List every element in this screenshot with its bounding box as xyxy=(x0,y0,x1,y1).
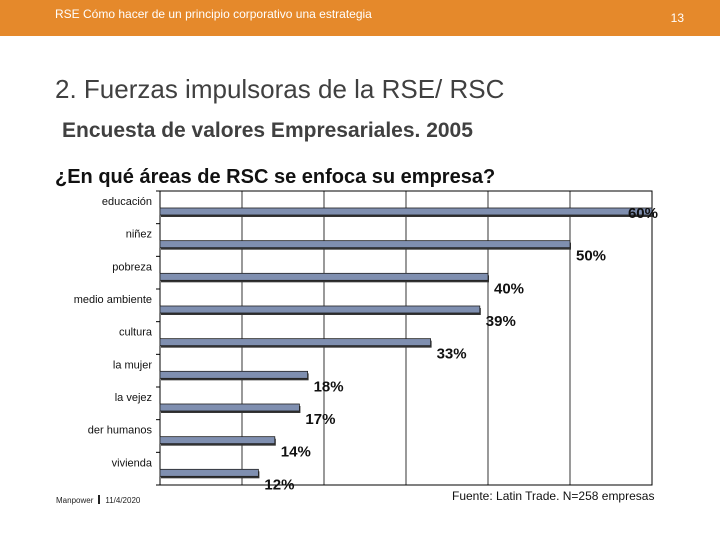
bar xyxy=(159,338,432,347)
data-label: 39% xyxy=(486,313,516,330)
data-label: 40% xyxy=(494,280,524,297)
category-label: la vejez xyxy=(115,392,152,404)
header-bar: RSE Cómo hacer de un principio corporati… xyxy=(0,0,720,36)
data-label: 50% xyxy=(576,248,606,265)
category-label: der humanos xyxy=(88,425,153,437)
footer-date: 11/4/2020 xyxy=(105,496,141,505)
category-label: niñez xyxy=(126,229,152,241)
bar xyxy=(159,305,481,314)
bar xyxy=(159,436,276,445)
bar xyxy=(159,240,571,249)
deck-title: RSE Cómo hacer de un principio corporati… xyxy=(55,7,372,21)
category-label: la mujer xyxy=(113,359,152,371)
data-label: 17% xyxy=(305,411,335,428)
data-label: 14% xyxy=(281,444,311,461)
data-label: 60% xyxy=(628,205,658,222)
category-label: cultura xyxy=(119,327,153,339)
slide-title: 2. Fuerzas impulsoras de la RSE/ RSC xyxy=(55,74,505,104)
category-label: medio ambiente xyxy=(74,294,152,306)
data-label: 18% xyxy=(314,378,344,395)
data-label: 12% xyxy=(264,476,294,493)
bar xyxy=(159,468,259,477)
bar xyxy=(159,207,653,216)
bar xyxy=(159,272,489,281)
slide-subtitle: Encuesta de valores Empresariales. 2005 xyxy=(62,119,473,142)
footer-left: Manpower 11/4/2020 xyxy=(56,495,140,505)
chart-question: ¿En qué áreas de RSC se enfoca su empres… xyxy=(55,166,496,188)
bar xyxy=(159,403,300,412)
bar xyxy=(159,370,309,379)
category-label: vivienda xyxy=(112,457,153,469)
category-label: pobreza xyxy=(112,261,153,273)
category-label: educación xyxy=(102,196,152,208)
slide-number: 13 xyxy=(670,11,684,25)
footer-separator xyxy=(98,495,101,504)
data-label: 33% xyxy=(437,346,467,363)
brand-label: Manpower xyxy=(56,496,94,505)
source-note: Fuente: Latin Trade. N=258 empresas xyxy=(452,489,655,503)
